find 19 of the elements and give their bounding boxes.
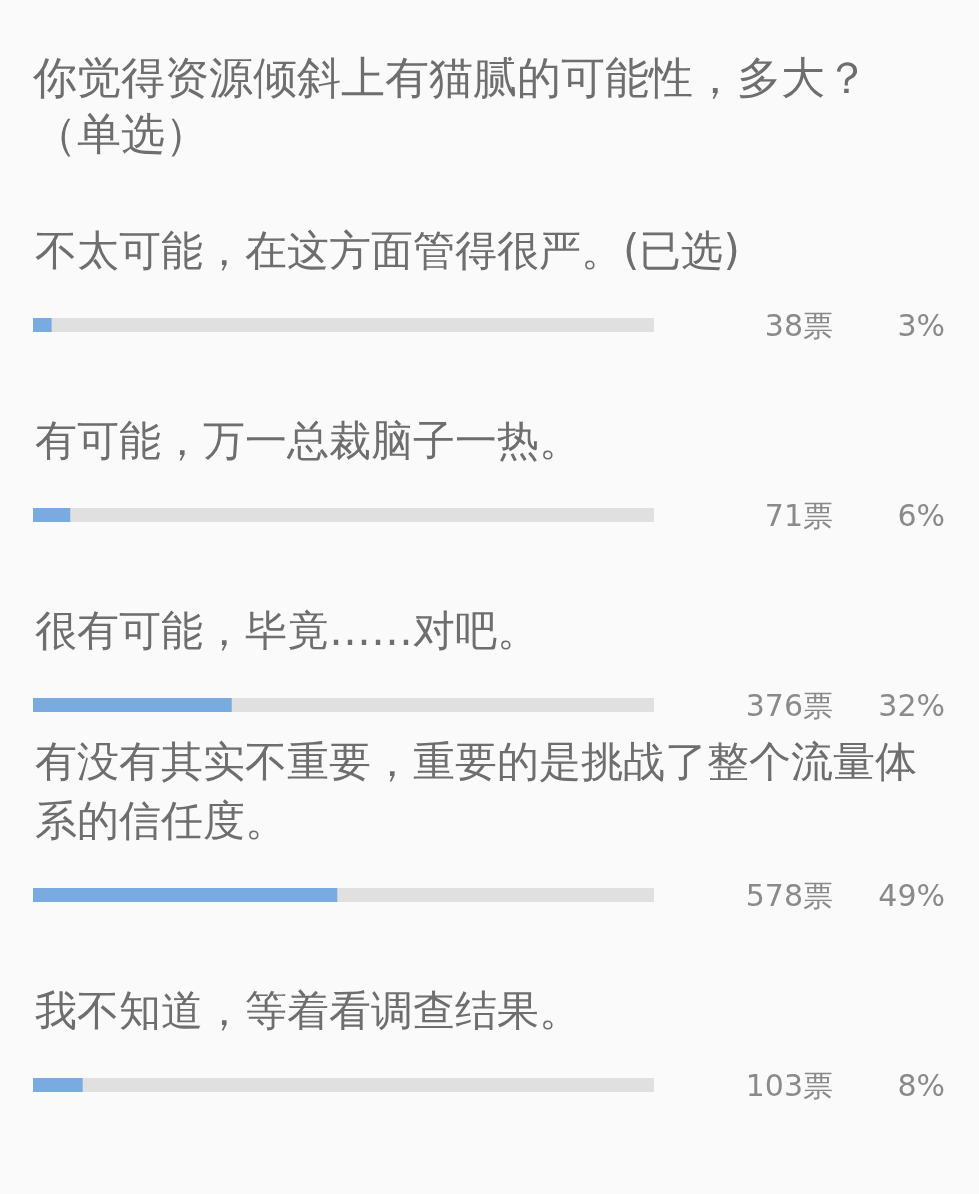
y-tick-label: 有可能，万一总裁脑子一热。 <box>35 416 581 465</box>
chart-title: 你觉得资源倾斜上有猫腻的可能性，多大？（单选） <box>32 51 870 161</box>
text: 103票 <box>745 1068 833 1103</box>
text: 578票 <box>745 878 833 913</box>
text: 376票 <box>745 688 833 723</box>
y-tick-label: 我不知道，等着看调查结果。 <box>35 986 581 1035</box>
bar <box>33 318 52 332</box>
bar <box>33 1078 83 1092</box>
data-label: 8% <box>897 1068 945 1103</box>
bar <box>33 508 71 522</box>
y-tick-label: 很有可能，毕竟……对吧。 <box>35 606 539 655</box>
text: 71票 <box>764 498 833 533</box>
data-label: 3% <box>897 308 945 343</box>
text: 38票 <box>764 308 833 343</box>
data-label: 6% <box>897 498 945 533</box>
y-tick-label: 不太可能，在这方面管得很严。(已选) <box>35 226 740 275</box>
y-tick-label: 有没有其实不重要，重要的是挑战了整个流量体系的信任度。 <box>35 737 917 845</box>
data-label: 32% <box>878 688 945 723</box>
data-label: 49% <box>878 878 945 913</box>
